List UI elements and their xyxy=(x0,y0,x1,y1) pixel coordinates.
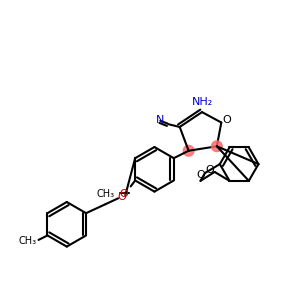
Text: CH₃: CH₃ xyxy=(19,236,37,246)
Text: O: O xyxy=(119,189,128,199)
Text: CH₃: CH₃ xyxy=(97,189,115,199)
Text: O: O xyxy=(206,165,214,175)
Text: O: O xyxy=(117,192,126,202)
Circle shape xyxy=(183,146,194,156)
Circle shape xyxy=(212,141,222,152)
Text: O: O xyxy=(222,115,231,125)
Text: NH₂: NH₂ xyxy=(192,97,213,107)
Text: N: N xyxy=(156,115,164,124)
Text: O: O xyxy=(196,170,205,180)
